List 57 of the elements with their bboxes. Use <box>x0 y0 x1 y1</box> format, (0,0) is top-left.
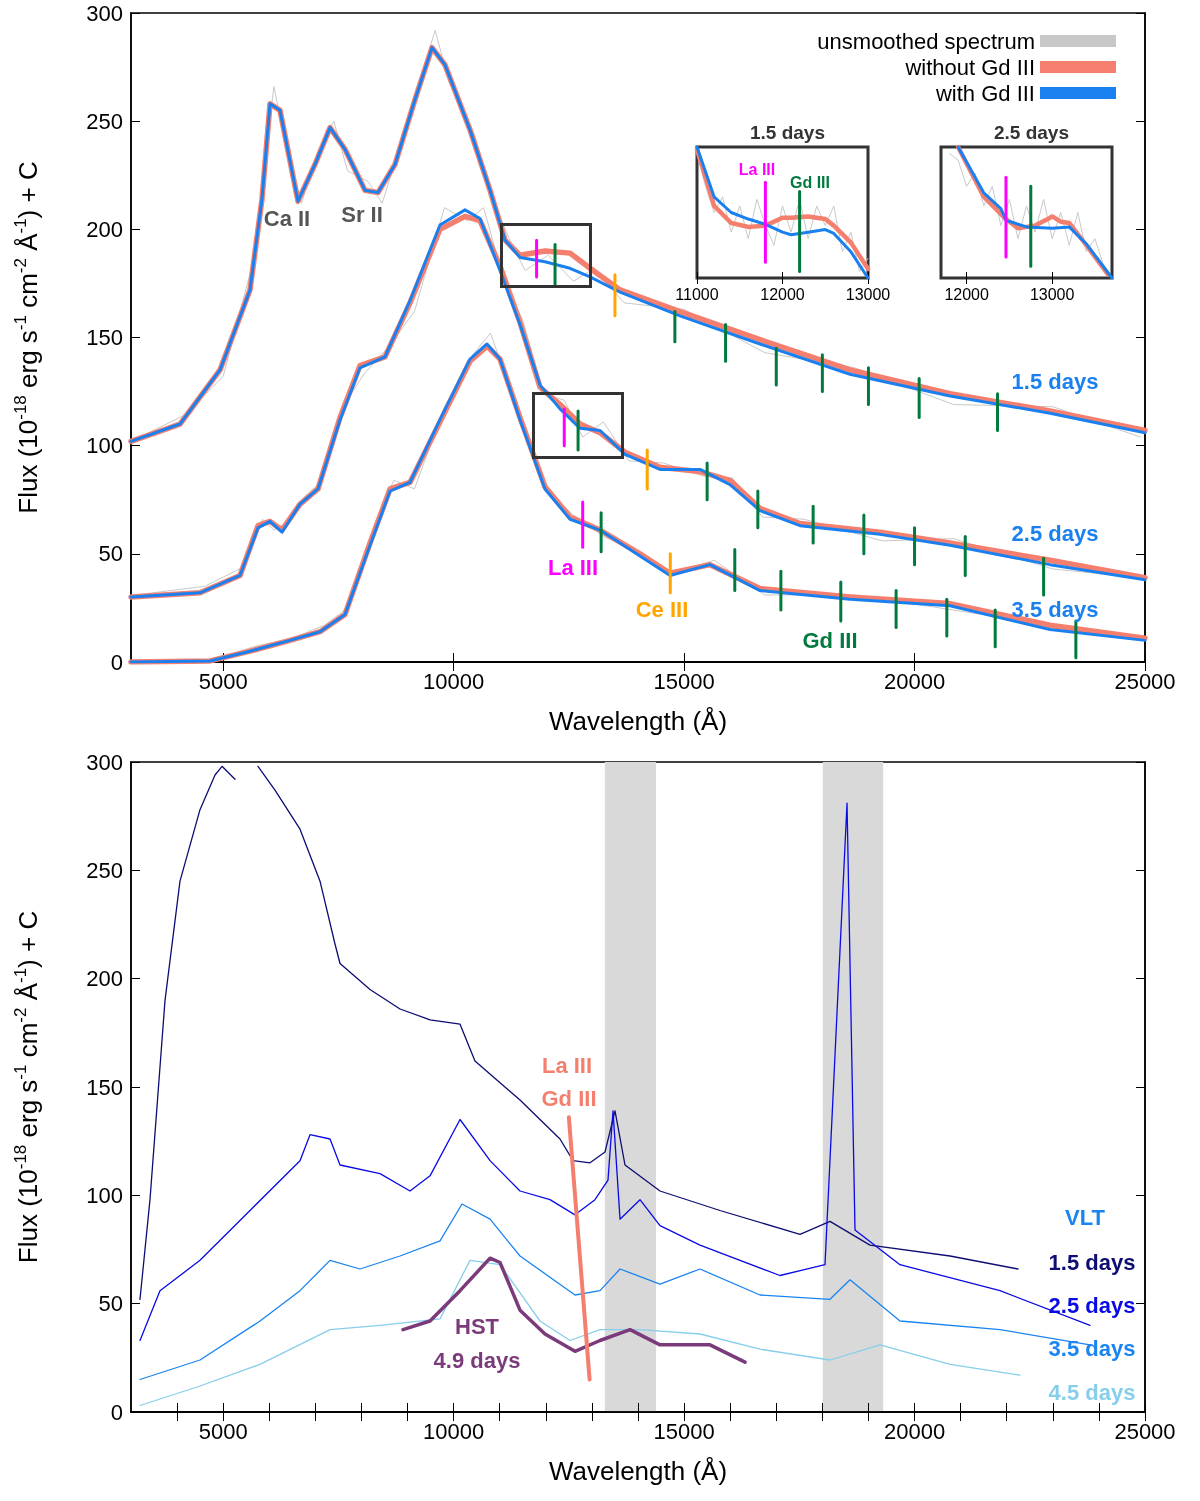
annotation: 4.5 days <box>1048 1379 1136 1405</box>
y-tick-label: 150 <box>86 325 123 350</box>
x-tick-label: 13000 <box>1029 285 1075 303</box>
x-tick-label: 10000 <box>423 1418 485 1444</box>
y-tick-label: 100 <box>86 1182 123 1208</box>
y-tick-label: 250 <box>86 857 123 883</box>
annotation: Ca II <box>263 205 311 231</box>
x-axis-title: Wavelength (Å) <box>548 1456 728 1486</box>
y-tick-label: 200 <box>86 966 123 992</box>
annotation: 3.5 days <box>1048 1335 1136 1361</box>
annotation: Gd III <box>802 627 858 653</box>
annotation: La III <box>541 1052 593 1078</box>
x-tick-label: 25000 <box>1114 668 1176 694</box>
x-axis-title: Wavelength (Å) <box>548 706 728 736</box>
annotation: HST <box>455 1313 500 1339</box>
chart-title: 1.5 days <box>750 122 825 143</box>
x-tick-label: 15000 <box>653 668 715 694</box>
annotation: VLT <box>1065 1204 1106 1230</box>
annotation: Sr II <box>341 201 383 227</box>
y-tick-label: 0 <box>110 649 123 675</box>
annotation: La III <box>738 160 776 178</box>
x-tick-label: 13000 <box>845 285 891 303</box>
annotation: 4.9 days <box>433 1347 521 1373</box>
legend-label: unsmoothed spectrum <box>817 28 1035 54</box>
x-tick-label: 5000 <box>198 668 248 694</box>
annotation: Gd III <box>541 1085 597 1111</box>
y-tick-label: 300 <box>86 0 123 26</box>
x-tick-label: 12000 <box>760 285 805 303</box>
x-tick-label: 12000 <box>944 285 989 303</box>
x-tick-label: 20000 <box>883 1418 946 1444</box>
x-tick-label: 5000 <box>198 1418 248 1444</box>
x-tick-label: 20000 <box>883 668 946 694</box>
annotation: Gd III <box>790 173 830 191</box>
text: Flux (10-18 erg s-1 cm-2 Å-1) + C <box>11 910 43 1264</box>
annotation: 1.5 days <box>1048 1249 1136 1275</box>
x-tick-label: 10000 <box>423 668 485 694</box>
x-tick-label: 11000 <box>675 285 719 303</box>
chart-title: 2.5 days <box>994 122 1069 143</box>
annotation: 2.5 days <box>1011 520 1099 546</box>
y-tick-label: 300 <box>86 749 123 775</box>
y-tick-label: 50 <box>98 541 123 567</box>
y-tick-label: 250 <box>86 108 123 134</box>
y-tick-label: 50 <box>98 1291 123 1317</box>
annotation: 1.5 days <box>1011 368 1099 394</box>
x-tick-label: 15000 <box>653 1418 715 1444</box>
legend-label: with Gd III <box>934 80 1035 106</box>
annotation: Ce III <box>635 596 689 622</box>
legend-label: without Gd III <box>904 54 1035 80</box>
y-tick-label: 0 <box>110 1399 123 1425</box>
y-tick-label: 150 <box>86 1074 123 1100</box>
y-tick-label: 100 <box>86 433 123 459</box>
annotation: 3.5 days <box>1011 596 1099 622</box>
annotation: 2.5 days <box>1048 1292 1136 1318</box>
x-tick-label: 25000 <box>1114 1418 1176 1444</box>
y-tick-label: 200 <box>86 216 123 242</box>
text: Flux (10-18 erg s-1 cm-2 Å-1) + C <box>11 161 43 514</box>
annotation: La III <box>547 554 599 580</box>
